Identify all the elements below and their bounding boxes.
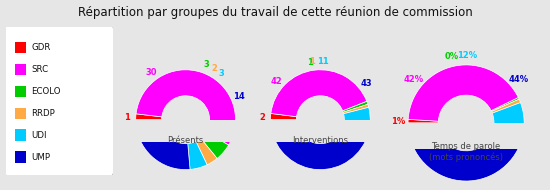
FancyBboxPatch shape [4,25,114,176]
Text: 14: 14 [233,92,245,101]
Text: 1%: 1% [391,117,405,126]
Wedge shape [271,113,296,120]
Text: 3: 3 [203,60,209,70]
Bar [15,86,26,97]
Text: Présents: Présents [168,136,204,145]
Text: 2: 2 [259,113,265,122]
Text: RRDP: RRDP [31,109,55,118]
Text: UDI: UDI [31,131,47,140]
Polygon shape [397,123,536,190]
Wedge shape [343,101,368,112]
Text: GDR: GDR [31,43,51,52]
Text: SRC: SRC [31,65,48,74]
Text: 44%: 44% [509,75,529,84]
Bar [15,42,26,53]
Text: 3: 3 [218,69,224,78]
Wedge shape [492,103,524,145]
Text: 30: 30 [146,68,157,77]
Wedge shape [136,120,190,170]
Wedge shape [492,99,520,113]
Text: UMP: UMP [31,153,50,162]
Text: 1: 1 [307,58,314,67]
Wedge shape [271,120,366,170]
Text: ECOLO: ECOLO [31,87,60,96]
Text: 42%: 42% [404,75,424,84]
Text: 0%: 0% [444,52,459,61]
Wedge shape [271,70,367,117]
Wedge shape [201,132,229,158]
Bar [15,64,26,75]
Text: 11: 11 [317,57,329,66]
Bar [15,129,26,141]
Wedge shape [136,114,162,120]
Text: Interventions: Interventions [293,136,348,145]
Wedge shape [342,107,370,141]
Wedge shape [343,104,368,114]
Text: 1: 1 [309,57,315,66]
Wedge shape [196,138,217,165]
Text: Temps de parole
(mots prononcés): Temps de parole (mots prononcés) [429,142,503,162]
Text: 2: 2 [211,64,217,73]
Circle shape [296,96,344,144]
Text: Répartition par groupes du travail de cette réunion de commission: Répartition par groupes du travail de ce… [78,6,472,19]
Wedge shape [136,70,235,145]
Bar [15,151,26,163]
Text: 1: 1 [124,113,130,123]
Bar [15,108,26,119]
Circle shape [438,95,494,151]
Text: 43: 43 [360,79,372,88]
Polygon shape [126,120,245,180]
Wedge shape [188,141,207,169]
Polygon shape [261,120,380,180]
Wedge shape [408,119,438,123]
Text: 12%: 12% [456,51,477,59]
Wedge shape [491,97,519,112]
Circle shape [162,96,210,144]
Wedge shape [408,65,518,121]
Text: 42: 42 [271,77,283,86]
Wedge shape [408,123,520,181]
